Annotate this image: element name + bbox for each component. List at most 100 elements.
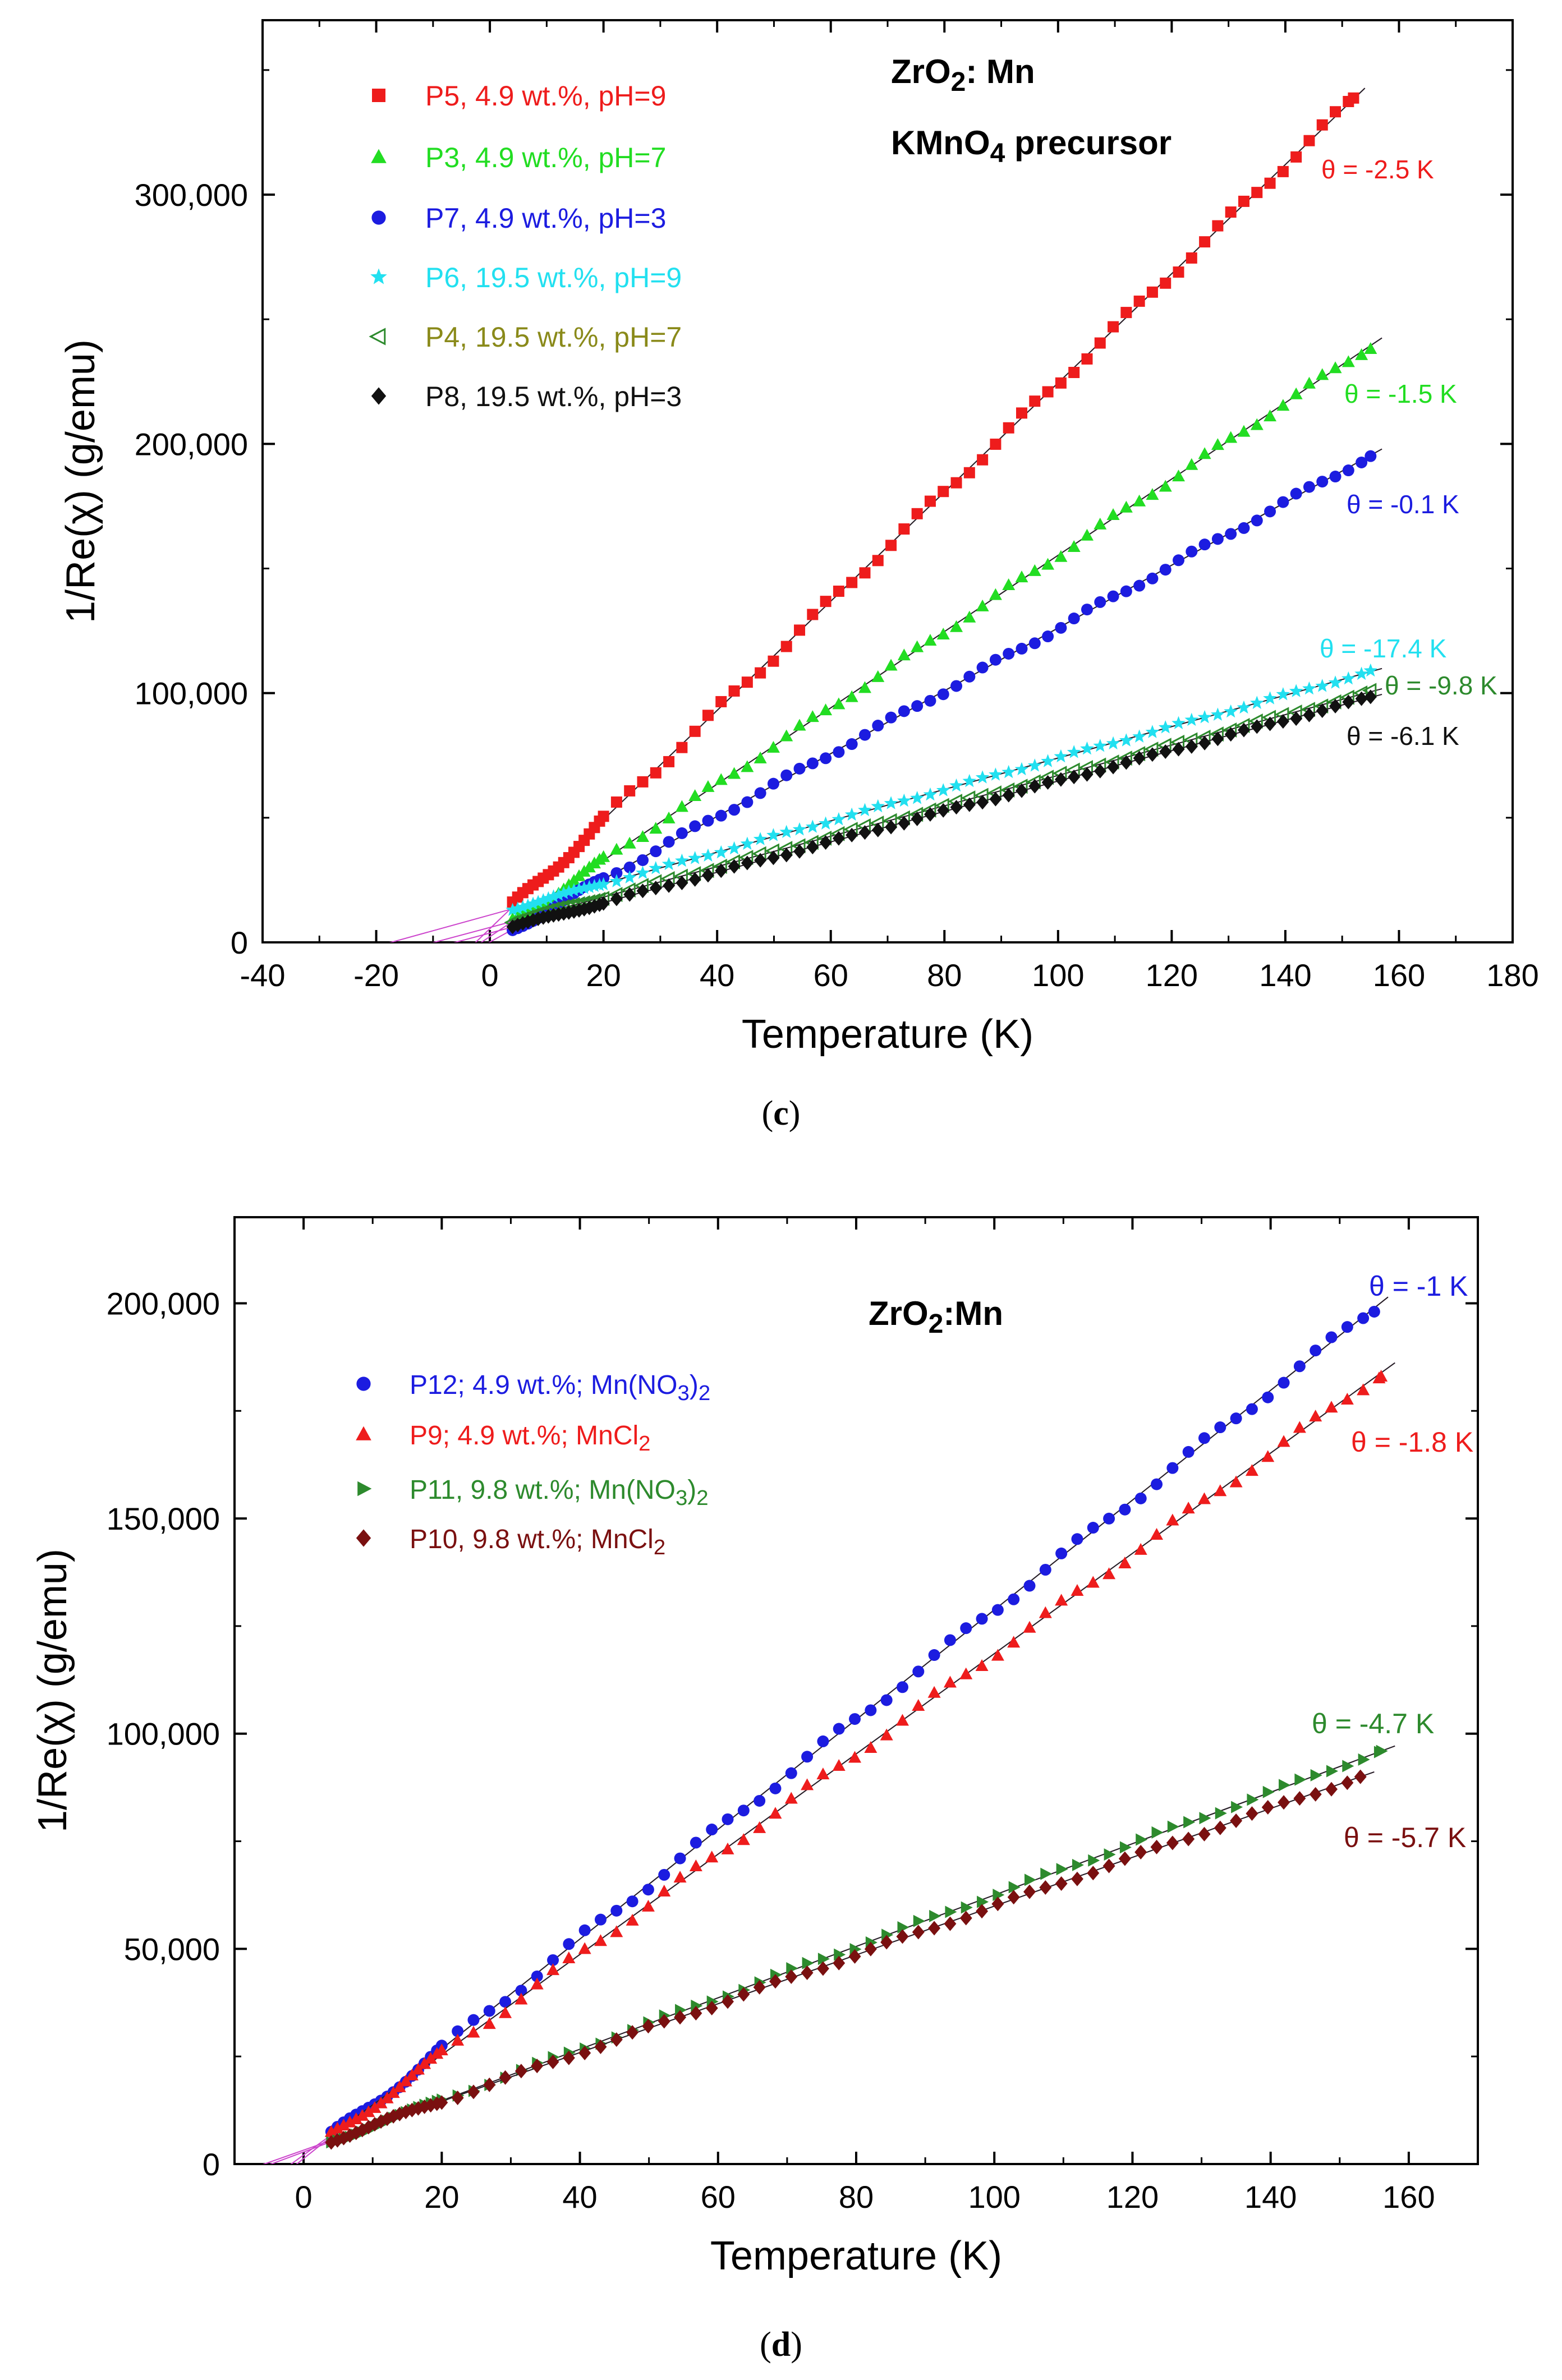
data-point [650,767,661,779]
data-point [975,1659,989,1671]
theta-label: θ = -17.4 K [1320,634,1447,663]
data-point [1055,1594,1068,1606]
legend-marker [357,1481,372,1497]
data-point [649,822,663,834]
data-point [705,1850,719,1863]
data-point [1133,751,1146,766]
data-point [1340,1392,1354,1405]
data-point [521,898,535,912]
data-point [911,700,924,712]
data-point [1348,92,1359,104]
data-point [938,486,949,498]
data-point [848,1949,861,1964]
data-point [806,757,819,770]
data-point [530,1977,544,1990]
data-point [1224,704,1238,718]
x-tick-label: 140 [1244,2179,1297,2215]
data-point [1071,1871,1083,1886]
data-point [374,2096,388,2109]
data-point [1211,533,1224,545]
x-tick-label: 60 [814,957,848,993]
data-point [676,742,688,753]
data-point [610,2032,623,2047]
data-point [1277,165,1289,177]
theta-label: θ = -1.5 K [1344,379,1457,408]
data-point [960,1622,972,1635]
x-tick-label: -20 [353,957,399,993]
legend-label: P3, 4.9 wt.%, pH=7 [425,142,666,173]
data-point [1068,770,1081,785]
data-point [701,848,715,862]
data-point [424,2052,438,2064]
data-point [1278,1795,1290,1810]
data-point [924,807,936,822]
data-point [452,2025,464,2037]
data-point [330,2121,344,2134]
data-point [483,2077,496,2092]
data-point [1104,1848,1116,1861]
data-point [728,859,741,874]
data-point [1342,355,1355,367]
data-point [1247,1793,1259,1806]
data-point [950,477,962,489]
data-point [552,887,566,901]
data-point [1199,236,1211,248]
data-point [793,762,806,775]
data-point [511,901,525,915]
data-point [1356,456,1368,468]
data-point [1329,698,1342,713]
data-point [1108,321,1119,333]
data-point [705,2000,718,2015]
data-point [690,2006,702,2021]
data-point [701,868,714,883]
x-tick-label: 120 [1106,2179,1159,2215]
data-point [884,659,898,671]
y-axis-label: 1/Re(χ) (g/emu) [58,339,103,623]
x-tick-label: 160 [1373,957,1425,993]
data-point [661,857,676,871]
data-point [937,688,949,701]
data-point [1172,742,1185,757]
data-point [1087,1866,1100,1881]
legend-label-part: 2 [696,1486,708,1510]
theta-label: θ = -0.1 K [1347,490,1459,519]
data-point [1103,1512,1115,1525]
data-point [1118,1556,1132,1568]
data-point [626,2025,639,2040]
data-point [1120,755,1133,770]
data-point [1264,505,1276,518]
data-point [780,769,793,781]
data-point [1214,1421,1226,1434]
data-point [435,2043,448,2056]
data-point [1119,733,1133,747]
theta-label: θ = -1.8 K [1351,1426,1473,1458]
data-point [674,2010,687,2025]
data-point [1150,1839,1163,1854]
legend-label-part: 2 [654,1535,665,1559]
data-point [1068,367,1080,379]
data-point [1368,1305,1380,1318]
y-tick-label: 50,000 [124,1931,220,1967]
data-point [1224,727,1237,742]
data-point [1238,522,1250,534]
data-point [1160,277,1172,289]
data-point [1277,496,1289,508]
data-point [1262,1785,1275,1798]
data-point [950,620,963,632]
chart-subtitle-part: KMnO [891,124,990,162]
data-point [846,827,858,843]
data-point [1212,220,1224,232]
data-point [1080,528,1094,541]
data-point [1310,1769,1322,1781]
data-point [864,1941,877,1957]
data-point [506,903,520,916]
data-point [936,628,950,640]
data-point [993,1889,1005,1902]
chart-panel-d: 0 20 40 60 80 100 120 140 160 0 50,000 100,000 150,0… [30,1216,1479,2278]
data-point [831,812,846,826]
data-point [690,1836,702,1849]
data-point [1251,187,1263,199]
data-point [1086,1576,1100,1588]
data-point [641,1899,655,1912]
